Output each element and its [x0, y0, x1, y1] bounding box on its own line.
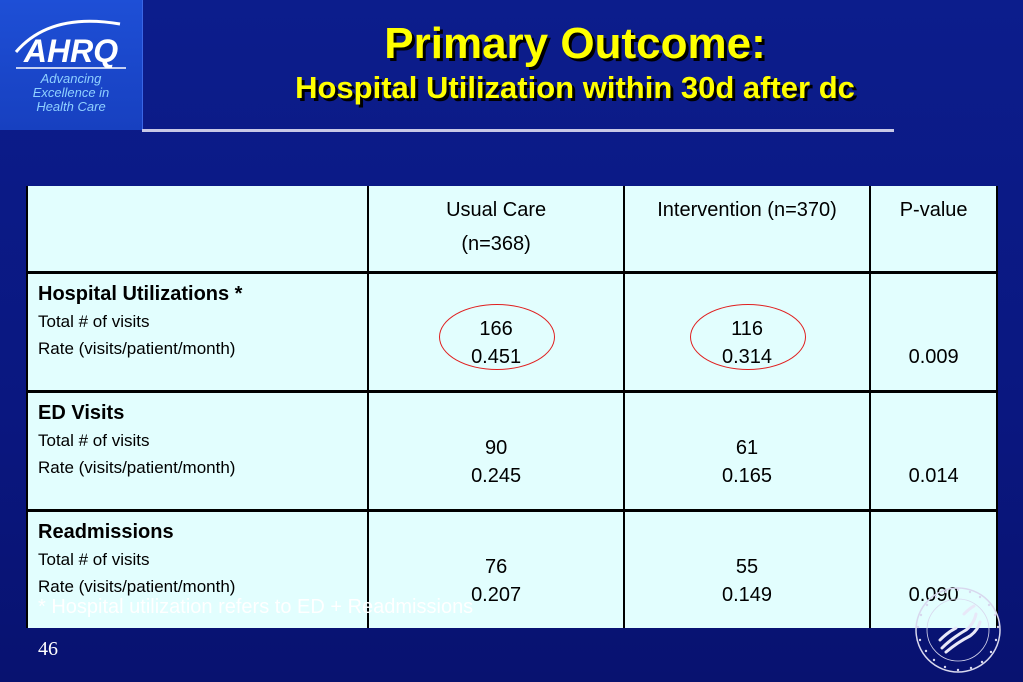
intervention-cell: 61 0.165 [622, 391, 872, 512]
usual-care-cell: 90 0.245 [367, 391, 625, 512]
intervention-total: 61 [735, 437, 759, 459]
footnote: * Hospital utilization refers to ED + Re… [38, 596, 474, 618]
logo-tagline-line: Excellence in [32, 85, 110, 100]
row-label-cell: Readmissions Total # of visits Rate (vis… [25, 510, 370, 628]
table-row: Readmissions Total # of visits Rate (vis… [25, 510, 998, 628]
outcome-table: Usual Care (n=368) Intervention (n=370) … [25, 186, 998, 628]
usual-care-total: 166 [479, 318, 513, 340]
row-sub-label: Total # of visits [38, 431, 150, 450]
highlight-circle [690, 304, 807, 370]
row-sub-label: Rate (visits/patient/month) [38, 577, 236, 596]
p-value-cell: 0.009 [869, 272, 998, 393]
slide-title-main: Primary Outcome: [384, 19, 766, 68]
table-row: Hospital Utilizations * Total # of visit… [25, 272, 998, 393]
row-group-label: Readmissions [38, 521, 174, 543]
row-sub-label: Rate (visits/patient/month) [38, 339, 236, 358]
row-sub-label: Total # of visits [38, 312, 150, 331]
title-divider [142, 129, 894, 132]
header-usual-care-label: Usual Care [446, 199, 547, 221]
intervention-cell: 55 0.149 [622, 510, 872, 628]
logo-wordmark: AHRQ [23, 33, 118, 69]
intervention-rate: 0.165 [721, 465, 773, 487]
logo-tagline-line: Advancing [40, 71, 102, 86]
row-group-label: ED Visits [38, 402, 125, 424]
header-usual-care: Usual Care (n=368) [367, 186, 625, 274]
slide-title-sub: Hospital Utilization within 30d after dc [295, 70, 855, 105]
usual-care-cell: 76 0.207 [367, 510, 625, 628]
ahrq-logo-icon: AHRQ [14, 19, 126, 69]
usual-care-total: 90 [484, 437, 508, 459]
row-sub-label: Total # of visits [38, 550, 150, 569]
intervention-rate: 0.314 [721, 346, 773, 368]
usual-care-rate: 0.245 [471, 465, 522, 487]
usual-care-rate: 0.451 [471, 346, 522, 368]
intervention-rate: 0.149 [721, 584, 773, 606]
intervention-total: 55 [735, 556, 759, 578]
row-label-cell: Hospital Utilizations * Total # of visit… [25, 272, 370, 393]
table-header-row: Usual Care (n=368) Intervention (n=370) … [25, 186, 998, 274]
header-intervention: Intervention (n=370) [622, 186, 872, 274]
intervention-cell: 116 0.314 [622, 272, 872, 393]
logo-tagline-line: Health Care [36, 99, 106, 114]
p-value: 0.014 [908, 465, 959, 487]
highlight-circle [439, 304, 556, 370]
row-label-cell: ED Visits Total # of visits Rate (visits… [25, 391, 370, 512]
agency-logo: AHRQ Advancing Excellence in Health Care [0, 0, 143, 130]
row-sub-label: Rate (visits/patient/month) [38, 458, 236, 477]
usual-care-rate: 0.207 [471, 584, 522, 606]
p-value-cell: 0.014 [869, 391, 998, 512]
row-group-label: Hospital Utilizations * [38, 283, 243, 305]
table-row: ED Visits Total # of visits Rate (visits… [25, 391, 998, 512]
page-number: 46 [38, 638, 58, 660]
usual-care-cell: 166 0.451 [367, 272, 625, 393]
header-usual-care-n: (n=368) [461, 233, 531, 255]
header-p-value: P-value [869, 186, 998, 274]
logo-tagline: Advancing Excellence in Health Care [0, 72, 142, 114]
slide-title: Primary Outcome: Hospital Utilization wi… [150, 20, 1000, 106]
header-empty-cell [25, 186, 370, 274]
hhs-seal-icon [915, 587, 1001, 673]
usual-care-total: 76 [484, 556, 508, 578]
intervention-total: 116 [731, 318, 763, 340]
p-value: 0.009 [908, 346, 959, 368]
